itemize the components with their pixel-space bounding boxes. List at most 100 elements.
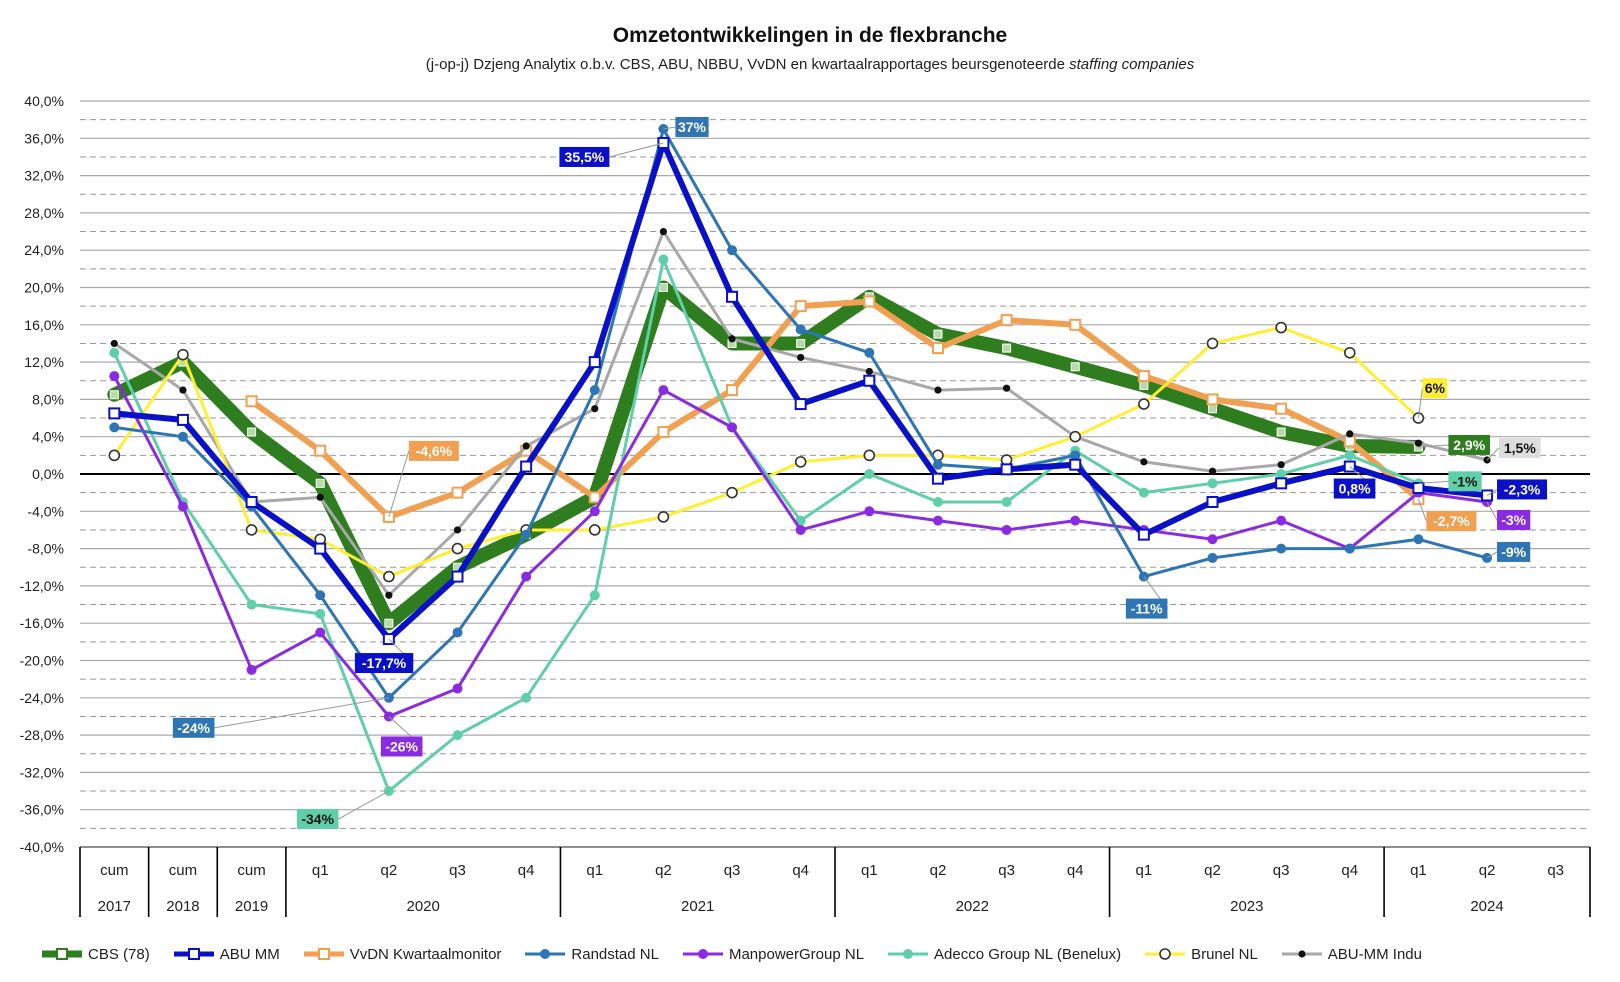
data-point	[520, 460, 533, 473]
data-point	[726, 384, 739, 397]
annotation-box	[1499, 438, 1541, 459]
data-point	[245, 395, 258, 408]
annotation-leader	[1486, 489, 1498, 496]
data-point	[246, 599, 257, 610]
annotation-leader	[663, 126, 676, 130]
annotation-box	[1497, 541, 1531, 562]
legend-item: Brunel NL	[1143, 946, 1258, 963]
data-point	[177, 501, 188, 512]
data-point	[863, 449, 876, 462]
annotation-box	[408, 440, 459, 461]
data-point	[315, 478, 325, 488]
annotation-box	[1426, 511, 1477, 532]
data-point	[1275, 402, 1288, 415]
data-point	[658, 254, 669, 265]
data-point	[247, 427, 257, 437]
x-group-label: 2024	[1470, 898, 1503, 915]
data-point	[727, 422, 738, 433]
legend-item: Adecco Group NL (Benelux)	[886, 946, 1121, 963]
data-point	[1206, 337, 1219, 350]
data-point	[1002, 343, 1012, 353]
y-tick-label: 28,0%	[24, 205, 64, 221]
data-point	[314, 542, 327, 555]
data-point	[865, 367, 873, 376]
legend-swatch	[303, 948, 344, 960]
data-point	[385, 591, 393, 599]
data-point	[1001, 524, 1012, 535]
x-tick-label: q1	[1136, 862, 1153, 879]
data-point	[383, 570, 395, 583]
x-tick-label: q2	[930, 862, 947, 879]
y-tick-label: -28,0%	[20, 727, 64, 743]
y-tick-label: 4,0%	[32, 429, 64, 445]
data-point	[658, 385, 669, 396]
y-tick-label: -12,0%	[20, 578, 64, 594]
annotation-box	[1125, 598, 1168, 619]
subtitle-italic: staffing companies	[1069, 56, 1195, 73]
y-tick-label: -4,0%	[27, 503, 64, 519]
chart-subtitle: (j-op-j) Dzjeng Analytix o.b.v. CBS, ABU…	[0, 56, 1620, 73]
data-point	[795, 324, 806, 335]
legend-label: ABU-MM Indu	[1327, 945, 1422, 963]
data-point	[1344, 450, 1355, 461]
data-point	[1206, 393, 1219, 406]
data-point	[109, 422, 120, 433]
data-point	[1276, 515, 1287, 526]
x-tick-label: q4	[1341, 862, 1358, 879]
data-point	[1139, 380, 1149, 390]
data-point	[1002, 384, 1011, 392]
data-label: -26%	[385, 738, 418, 754]
y-tick-label: -16,0%	[20, 615, 64, 631]
series-abu-mm	[108, 136, 1494, 646]
data-point	[451, 486, 464, 499]
data-point	[1275, 477, 1288, 490]
y-tick-label: 20,0%	[24, 280, 64, 296]
data-point	[315, 590, 326, 601]
annotation-box	[1448, 471, 1482, 492]
data-point	[451, 570, 464, 583]
annotations: 35,5% 37% -4,6% -17,7% -24% -26% -34% -11% 6% 2,9…	[172, 116, 1548, 830]
data-point	[591, 405, 599, 413]
x-tick-label: q2	[655, 862, 672, 879]
annotation-leader	[214, 697, 389, 729]
legend-label: ABU MM	[219, 945, 280, 963]
data-point	[796, 338, 806, 348]
x-tick-label: q1	[861, 862, 878, 879]
annotation-leader	[1486, 447, 1500, 461]
annotation-box	[1497, 479, 1548, 500]
data-point	[657, 426, 670, 439]
legend-swatch	[42, 948, 82, 960]
annotation-box	[1333, 478, 1376, 499]
series-vvdn-kwartaalmonitor	[245, 295, 1425, 523]
x-tick-label: q1	[586, 862, 603, 879]
data-point	[588, 491, 601, 504]
data-point	[795, 524, 806, 535]
legend-item: VvDN Kwartaalmonitor	[302, 946, 501, 963]
legend-swatch	[1145, 948, 1186, 960]
x-group-label: 2018	[166, 898, 199, 915]
data-point	[1206, 495, 1219, 508]
data-point	[451, 542, 464, 555]
data-point	[246, 664, 257, 675]
x-group-label: 2020	[406, 898, 439, 915]
data-point	[658, 283, 668, 292]
data-point	[316, 493, 324, 501]
subtitle-text: (j-op-j) Dzjeng Analytix o.b.v. CBS, ABU…	[425, 56, 1065, 73]
chart-title: Omzetontwikkelingen in de flexbranche	[612, 24, 1008, 47]
data-point	[245, 495, 258, 508]
y-tick-label: -8,0%	[27, 541, 64, 557]
annotation-leader	[609, 142, 664, 158]
x-tick-label: q4	[518, 862, 535, 879]
data-point	[1138, 487, 1149, 498]
data-point	[108, 407, 121, 420]
annotation-box	[380, 736, 423, 757]
data-point	[794, 398, 807, 411]
legend-item: ManpowerGroup NL	[681, 946, 864, 963]
x-tick-label: q4	[1067, 862, 1084, 879]
data-point	[932, 496, 943, 507]
data-label: -17,7%	[362, 655, 407, 671]
series-line	[112, 258, 1420, 793]
data-point	[727, 245, 738, 256]
data-point	[179, 386, 187, 394]
data-label: 2,9%	[1453, 437, 1485, 453]
